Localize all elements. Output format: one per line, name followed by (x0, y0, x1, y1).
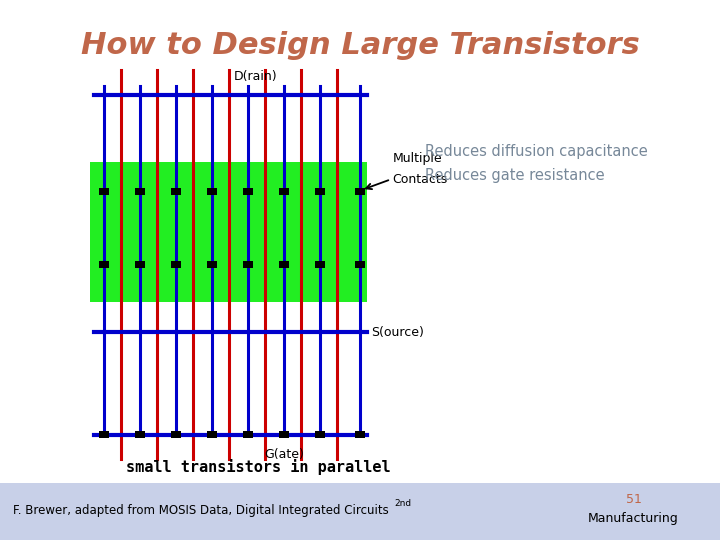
Bar (99, 431, 109, 438)
Bar (99, 188, 109, 195)
Text: 51: 51 (626, 493, 642, 506)
Bar (355, 431, 365, 438)
Bar (243, 431, 253, 438)
Bar (355, 261, 365, 268)
Text: S(ource): S(ource) (371, 326, 423, 339)
Bar (315, 431, 325, 438)
Text: 2nd: 2nd (395, 499, 412, 508)
Bar (171, 188, 181, 195)
Bar (171, 261, 181, 268)
Bar (315, 188, 325, 195)
Text: F. Brewer, adapted from MOSIS Data, Digital Integrated Circuits: F. Brewer, adapted from MOSIS Data, Digi… (13, 504, 389, 517)
Bar (135, 261, 145, 268)
Bar (99, 261, 109, 268)
Text: Manufacturing: Manufacturing (588, 512, 679, 525)
Text: Reduces diffusion capacitance: Reduces diffusion capacitance (425, 144, 647, 159)
Text: small transistors in parallel: small transistors in parallel (126, 459, 391, 475)
Bar (90, 162, 367, 302)
Bar (279, 188, 289, 195)
Bar (243, 261, 253, 268)
Bar (279, 431, 289, 438)
Text: Reduces gate resistance: Reduces gate resistance (425, 168, 604, 183)
Bar (207, 261, 217, 268)
Bar (207, 188, 217, 195)
Bar (355, 188, 365, 195)
Bar (207, 431, 217, 438)
Bar (279, 261, 289, 268)
Text: How to Design Large Transistors: How to Design Large Transistors (81, 31, 639, 60)
Bar (135, 431, 145, 438)
Text: G(ate): G(ate) (264, 448, 305, 461)
Bar (171, 431, 181, 438)
Bar (243, 188, 253, 195)
Bar (135, 188, 145, 195)
Text: Multiple: Multiple (392, 152, 442, 165)
Bar (315, 261, 325, 268)
Text: D(rain): D(rain) (234, 70, 277, 83)
Bar (0, 483, 720, 540)
Text: Contacts: Contacts (392, 173, 448, 186)
